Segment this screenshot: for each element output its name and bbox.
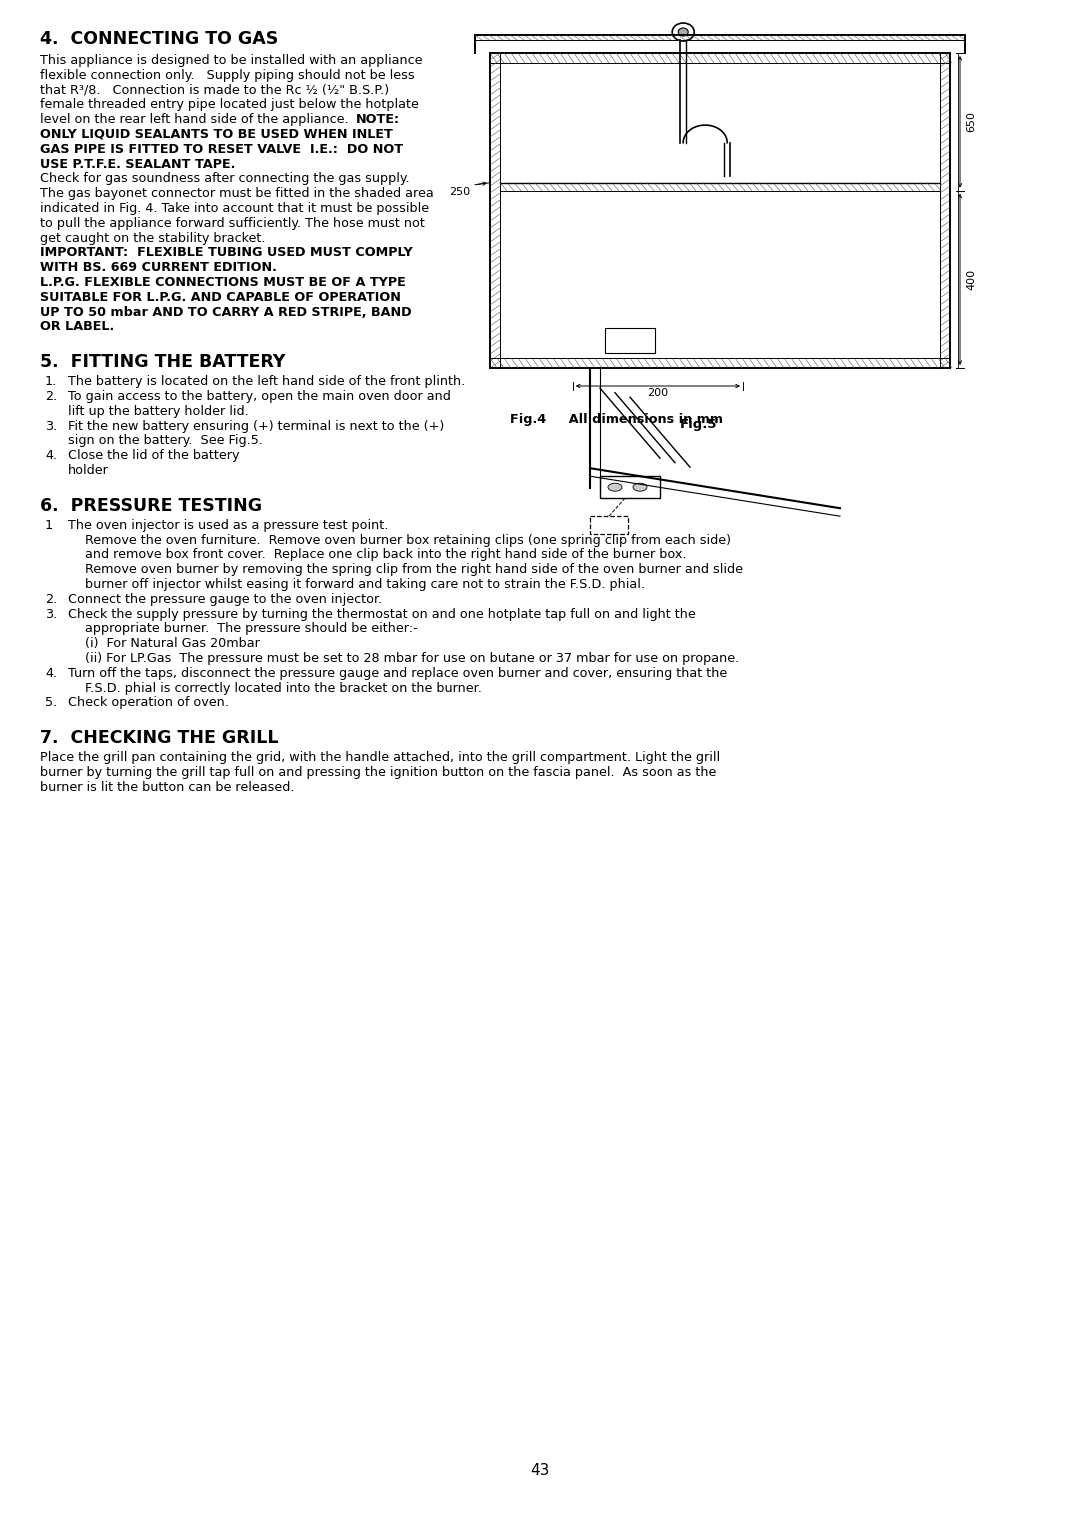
Text: OR LABEL.: OR LABEL. [40,321,114,333]
Text: 2.: 2. [45,593,57,605]
Text: 6.  PRESSURE TESTING: 6. PRESSURE TESTING [40,497,262,515]
Text: indicated in Fig. 4. Take into account that it must be possible: indicated in Fig. 4. Take into account t… [40,202,429,215]
Text: that R³/8.   Connection is made to the Rc ½ (½" B.S.P.): that R³/8. Connection is made to the Rc … [40,84,389,96]
Text: 200: 200 [647,388,669,397]
Text: burner off injector whilst easing it forward and taking care not to strain the F: burner off injector whilst easing it for… [85,578,645,591]
Text: lift up the battery holder lid.: lift up the battery holder lid. [68,405,248,417]
Text: Check operation of oven.: Check operation of oven. [68,697,229,709]
Text: 5.  FITTING THE BATTERY: 5. FITTING THE BATTERY [40,353,285,371]
Text: 4.: 4. [45,449,57,461]
Text: F.S.D. phial is correctly located into the bracket on the burner.: F.S.D. phial is correctly located into t… [85,681,482,695]
Text: IMPORTANT:  FLEXIBLE TUBING USED MUST COMPLY: IMPORTANT: FLEXIBLE TUBING USED MUST COM… [40,246,413,260]
Text: 4.  CONNECTING TO GAS: 4. CONNECTING TO GAS [40,31,279,47]
Text: To gain access to the battery, open the main oven door and: To gain access to the battery, open the … [68,390,450,403]
Text: appropriate burner.  The pressure should be either:-: appropriate burner. The pressure should … [85,622,418,636]
Text: NOTE:: NOTE: [356,113,400,127]
Text: This appliance is designed to be installed with an appliance: This appliance is designed to be install… [40,53,422,67]
Text: USE P.T.F.E. SEALANT TAPE.: USE P.T.F.E. SEALANT TAPE. [40,157,235,171]
Text: Fig.4     All dimensions in mm: Fig.4 All dimensions in mm [510,413,723,426]
Text: Turn off the taps, disconnect the pressure gauge and replace oven burner and cov: Turn off the taps, disconnect the pressu… [68,666,727,680]
Text: L.P.G. FLEXIBLE CONNECTIONS MUST BE OF A TYPE: L.P.G. FLEXIBLE CONNECTIONS MUST BE OF A… [40,277,406,289]
Bar [600,477,660,498]
Text: burner is lit the button can be released.: burner is lit the button can be released… [40,781,295,795]
Text: female threaded entry pipe located just below the hotplate: female threaded entry pipe located just … [40,98,419,112]
Text: ONLY LIQUID SEALANTS TO BE USED WHEN INLET: ONLY LIQUID SEALANTS TO BE USED WHEN INL… [40,128,393,141]
Text: to pull the appliance forward sufficiently. The hose must not: to pull the appliance forward sufficient… [40,217,424,229]
Ellipse shape [678,28,688,37]
Text: 3.: 3. [45,608,57,620]
Text: WITH BS. 669 CURRENT EDITION.: WITH BS. 669 CURRENT EDITION. [40,261,276,274]
Text: holder: holder [68,465,109,477]
Text: Check the supply pressure by turning the thermostat on and one hotplate tap full: Check the supply pressure by turning the… [68,608,696,620]
Text: 650: 650 [966,112,976,133]
Text: SUITABLE FOR L.P.G. AND CAPABLE OF OPERATION: SUITABLE FOR L.P.G. AND CAPABLE OF OPERA… [40,290,401,304]
Text: 2.: 2. [45,390,57,403]
Text: 7.  CHECKING THE GRILL: 7. CHECKING THE GRILL [40,729,279,747]
Ellipse shape [633,483,647,490]
Text: 5.: 5. [45,697,57,709]
Bar [605,329,654,353]
Text: Check for gas soundness after connecting the gas supply.: Check for gas soundness after connecting… [40,173,409,185]
Text: 1: 1 [45,520,53,532]
Text: flexible connection only.   Supply piping should not be less: flexible connection only. Supply piping … [40,69,415,83]
Text: Remove oven burner by removing the spring clip from the right hand side of the o: Remove oven burner by removing the sprin… [85,564,743,576]
Text: Fit the new battery ensuring (+) terminal is next to the (+): Fit the new battery ensuring (+) termina… [68,420,444,432]
Text: UP TO 50 mbar AND TO CARRY A RED STRIPE, BAND: UP TO 50 mbar AND TO CARRY A RED STRIPE,… [40,306,411,319]
Text: Connect the pressure gauge to the oven injector.: Connect the pressure gauge to the oven i… [68,593,382,605]
Text: level on the rear left hand side of the appliance.: level on the rear left hand side of the … [40,113,349,127]
Text: 1.: 1. [45,376,57,388]
Text: Fig.5: Fig.5 [680,419,717,431]
Text: Remove the oven furniture.  Remove oven burner box retaining clips (one spring c: Remove the oven furniture. Remove oven b… [85,533,731,547]
Text: The oven injector is used as a pressure test point.: The oven injector is used as a pressure … [68,520,389,532]
Text: 400: 400 [966,269,976,290]
Text: sign on the battery.  See Fig.5.: sign on the battery. See Fig.5. [68,434,264,448]
Text: 4.: 4. [45,666,57,680]
Text: 43: 43 [530,1462,550,1478]
Text: GAS PIPE IS FITTED TO RESET VALVE  I.E.:  DO NOT: GAS PIPE IS FITTED TO RESET VALVE I.E.: … [40,142,403,156]
Text: get caught on the stability bracket.: get caught on the stability bracket. [40,232,266,244]
Text: and remove box front cover.  Replace one clip back into the right hand side of t: and remove box front cover. Replace one … [85,549,687,561]
Text: 3.: 3. [45,420,57,432]
Text: Place the grill pan containing the grid, with the handle attached, into the gril: Place the grill pan containing the grid,… [40,752,720,764]
Text: Close the lid of the battery: Close the lid of the battery [68,449,240,461]
Text: (ii) For LP.Gas  The pressure must be set to 28 mbar for use on butane or 37 mba: (ii) For LP.Gas The pressure must be set… [85,652,739,665]
Text: (i)  For Natural Gas 20mbar: (i) For Natural Gas 20mbar [85,637,260,651]
Ellipse shape [608,483,622,490]
Text: The gas bayonet connector must be fitted in the shaded area: The gas bayonet connector must be fitted… [40,188,434,200]
Text: burner by turning the grill tap full on and pressing the ignition button on the : burner by turning the grill tap full on … [40,766,716,779]
Text: 250: 250 [449,186,470,197]
Text: The battery is located on the left hand side of the front plinth.: The battery is located on the left hand … [68,376,465,388]
